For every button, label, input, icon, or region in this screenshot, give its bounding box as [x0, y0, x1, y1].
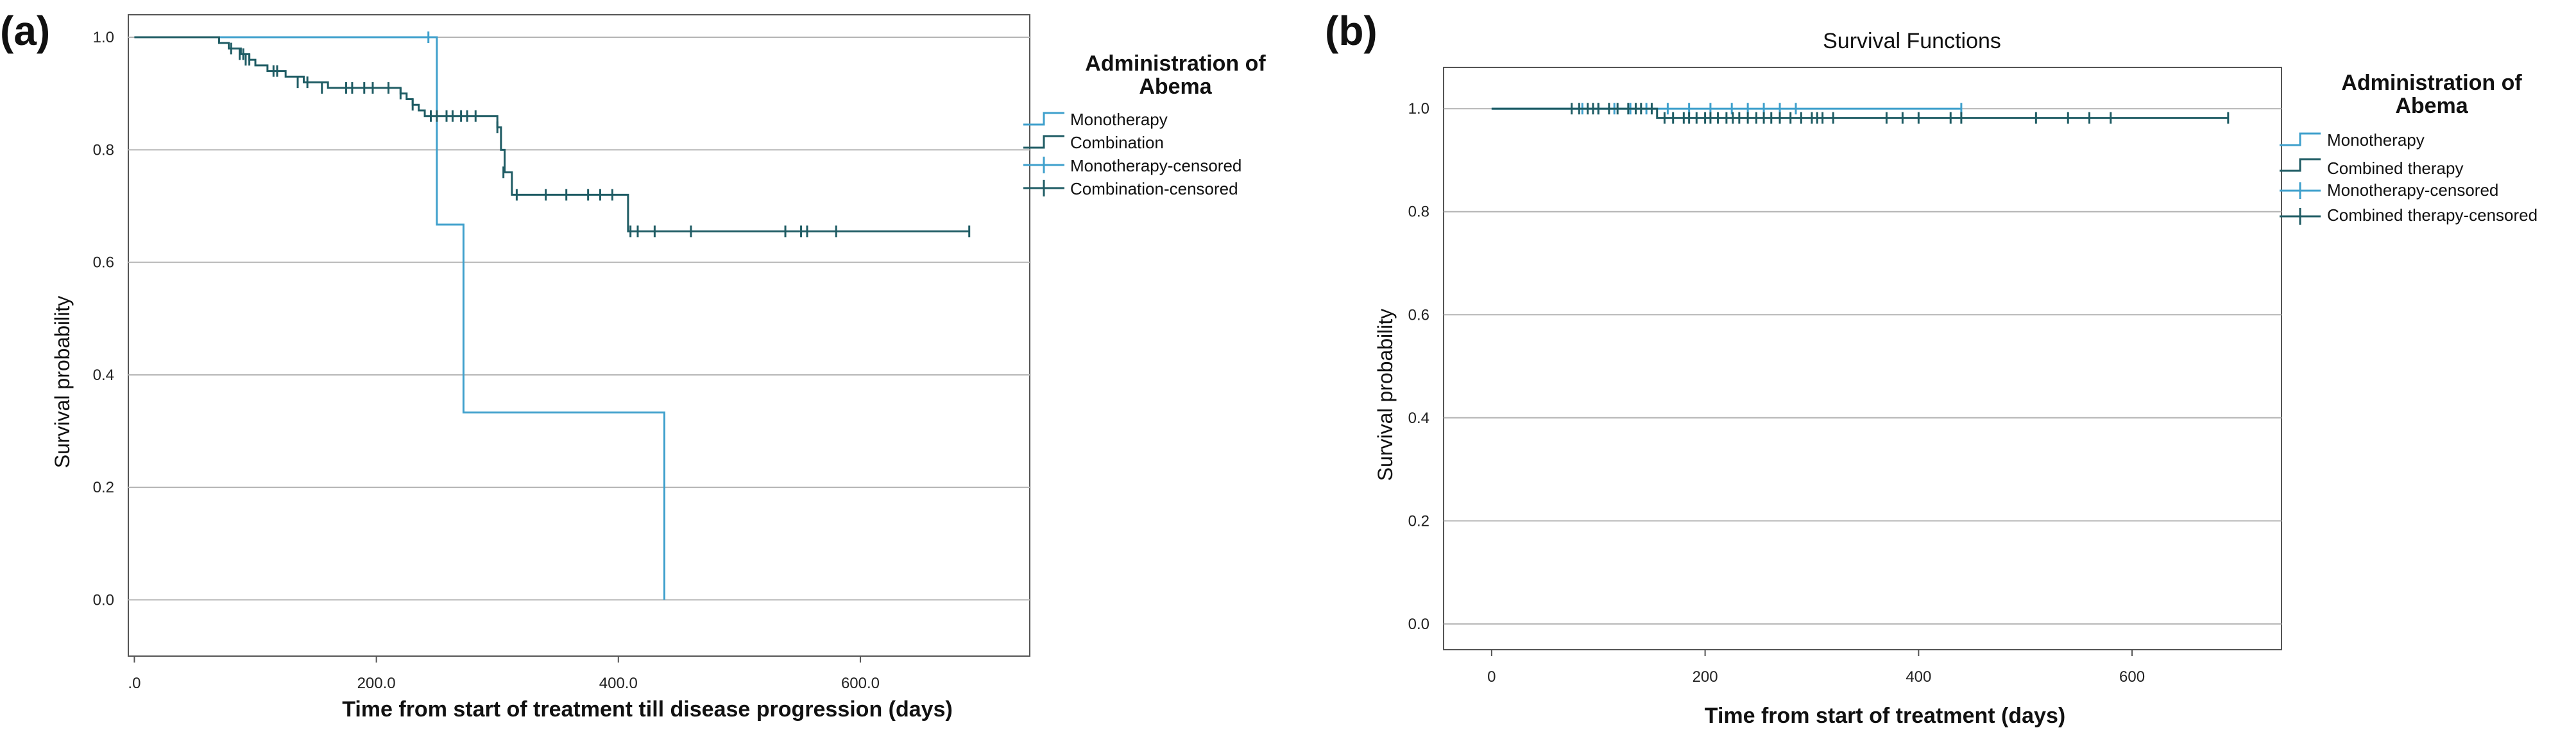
panel-b-x-tick-label: 400: [1906, 668, 1931, 686]
panel-b-legend-title-line-1: Administration of: [2341, 71, 2522, 95]
panel-a-legend-monotherapy-label: Monotherapy: [1070, 110, 1168, 129]
panel-b-y-tick-label: 0.8: [1408, 204, 1429, 221]
panel-a-y-tick-label: 0.0: [93, 591, 114, 609]
panel-a-plot-frame: [128, 14, 1030, 657]
panel-b-y-tick-label: 0.6: [1408, 306, 1429, 324]
panel-b-x-tick-label: 600: [2119, 668, 2145, 686]
panel-b-y-axis-label: Survival probability: [1374, 309, 1397, 481]
panel-a-legend-monotherapy-censored-swatch: [1023, 157, 1064, 173]
panel-a-legend-monotherapy-swatch: [1023, 112, 1064, 126]
panel-a-legend-combination-swatch: [1023, 135, 1064, 149]
panel-b-letter: (b): [1325, 8, 1378, 54]
panel-a-legend-title-line-2: Abema: [1139, 74, 1212, 99]
panel-a-x-axis-label: Time from start of treatment till diseas…: [342, 697, 953, 722]
panel-b-combination-survival-curve: [1491, 107, 2228, 119]
panel-b-legend-combination-swatch: [2280, 158, 2321, 172]
panel-b-y-tick-label: 0.0: [1408, 616, 1429, 633]
panel-a-y-tick-label: 0.8: [93, 141, 114, 159]
panel-b-legend-combination-censored-swatch: [2280, 208, 2321, 225]
panel-a-legend-combination-label: Combination: [1070, 133, 1164, 152]
panel-b-y-tick-label: 1.0: [1408, 100, 1429, 117]
panel-a-legend-title-line-1: Administration of: [1085, 51, 1266, 76]
panel-b-legend-monotherapy-censored-swatch: [2280, 182, 2321, 199]
panel-a-y-axis-label: Survival probability: [51, 296, 74, 469]
panel-b-x-tick-label: 200: [1693, 668, 1718, 686]
panel-b-y-tick-label: 0.4: [1408, 410, 1429, 427]
panel-b-y-tick-label: 0.2: [1408, 512, 1429, 530]
panel-b-km-chart: (b) Survival Functions Survival probabil…: [1325, 8, 2538, 728]
panel-a-letter: (a): [0, 8, 50, 54]
panel-b-chart-title: Survival Functions: [1823, 29, 2001, 53]
panel-a-km-chart: (a) Survival probability Time from start…: [0, 8, 1266, 722]
panel-a-y-tick-label: 0.6: [93, 254, 114, 272]
panel-a-y-tick-label: 1.0: [93, 29, 114, 46]
panel-b-x-tick-label: 0: [1487, 668, 1496, 686]
panel-b-legend-combined-therapy-label: Combined therapy: [2327, 159, 2463, 178]
panel-b-plot-frame: [1443, 67, 2282, 650]
panel-b-x-axis-label: Time from start of treatment (days): [1705, 704, 2065, 728]
panel-b-legend-monotherapy-censored-label: Monotherapy-censored: [2327, 180, 2498, 200]
panel-b-legend-monotherapy-label: Monotherapy: [2327, 130, 2425, 150]
panel-a-y-tick-label: 0.4: [93, 367, 114, 384]
panel-a-x-tick-label: 200.0: [357, 675, 396, 692]
panel-b-legend-monotherapy-swatch: [2280, 132, 2321, 146]
panel-a-y-tick-label: 0.2: [93, 479, 114, 496]
panel-a-legend-monotherapy-censored-label: Monotherapy-censored: [1070, 156, 1241, 175]
panel-a-legend-combination-censored-label: Combination-censored: [1070, 179, 1238, 198]
panel-b-legend-title-line-2: Abema: [2395, 94, 2468, 118]
panel-a-combination-survival-curve: [134, 36, 969, 232]
panel-a-x-tick-label: .0: [128, 675, 141, 692]
panel-a-x-tick-label: 600.0: [841, 675, 880, 692]
panel-b-legend-combined-therapy-censored-label: Combined therapy-censored: [2327, 205, 2538, 225]
panel-a-x-tick-label: 400.0: [599, 675, 638, 692]
panel-a-legend-combination-censored-swatch: [1023, 180, 1064, 196]
panel-a-monotherapy-survival-curve: [134, 36, 665, 600]
